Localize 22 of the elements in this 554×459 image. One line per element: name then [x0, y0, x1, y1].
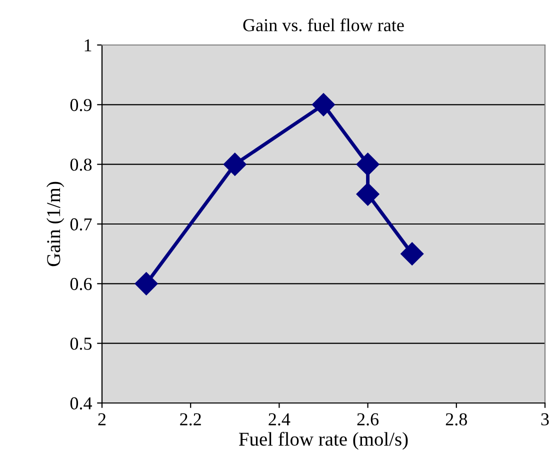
- y-tick-label: 0.5: [70, 338, 92, 350]
- point: [400, 242, 424, 266]
- x-tick-label: 2.4: [268, 413, 290, 426]
- x-tick-label: 2.2: [180, 413, 201, 426]
- point: [223, 152, 246, 176]
- y-tick-label: 0.4: [70, 397, 92, 410]
- point: [356, 182, 380, 206]
- y-tick-label: 0.6: [70, 278, 92, 290]
- x-tick-label: 3: [541, 413, 549, 426]
- y-axis-title: Gain (1/m): [46, 182, 64, 266]
- x-axis-title: Fuel flow rate (mol/s): [239, 432, 408, 450]
- point: [312, 93, 335, 116]
- point: [356, 152, 380, 176]
- y-tick-label: 1: [84, 39, 92, 52]
- x-tick-label: 2: [98, 413, 106, 426]
- y-tick-label: 0.7: [70, 218, 92, 231]
- x-tick-label: 2.6: [357, 413, 379, 426]
- chart-title: Gain vs. fuel flow rate: [243, 18, 404, 32]
- y-tick-label: 0.8: [70, 158, 92, 171]
- y-tick-label: 0.9: [70, 98, 92, 112]
- x-tick-label: 2.8: [446, 413, 467, 426]
- point: [134, 272, 158, 296]
